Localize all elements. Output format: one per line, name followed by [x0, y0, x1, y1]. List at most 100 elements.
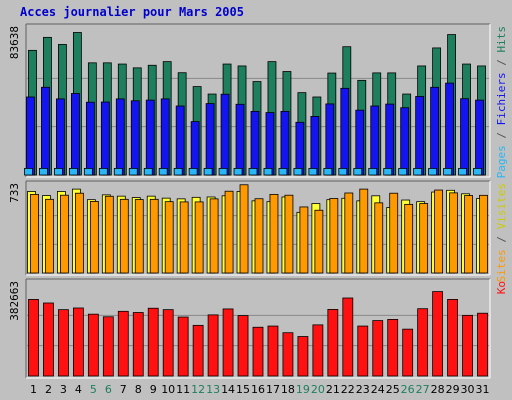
- panel-bottom-ymax-label: 382663: [8, 281, 21, 321]
- bar-sites: [239, 184, 249, 274]
- bar-pages: [248, 168, 258, 176]
- bar-ko: [312, 324, 324, 377]
- day-label: 23: [356, 383, 370, 396]
- bar-pages: [68, 168, 78, 176]
- bar-files: [445, 82, 454, 176]
- bar-ko: [162, 309, 174, 377]
- bar-pages: [83, 168, 93, 176]
- bar-pages: [143, 168, 153, 176]
- bar-files: [325, 103, 335, 176]
- bar-sites: [434, 189, 444, 274]
- bar-sites: [60, 194, 69, 274]
- day-label: 16: [251, 383, 265, 396]
- legend-entry: Fichiers: [495, 72, 508, 125]
- bar-ko: [147, 307, 159, 377]
- bar-ko: [117, 310, 129, 377]
- bar-files: [340, 87, 350, 176]
- bar-sites: [134, 199, 144, 274]
- bar-sites: [164, 201, 174, 274]
- bar-files: [370, 105, 380, 176]
- bar-ko: [72, 307, 84, 377]
- bar-ko: [297, 336, 309, 377]
- bar-ko: [267, 325, 279, 377]
- bar-files: [190, 121, 200, 176]
- day-label: 1: [30, 383, 37, 396]
- panel-bottom-bars: [28, 291, 488, 377]
- bar-pages: [338, 168, 348, 176]
- bar-sites: [104, 195, 114, 274]
- bar-files: [430, 86, 440, 176]
- day-label: 21: [326, 383, 340, 396]
- panel-top-legend: Pages / Fichiers / Hits: [495, 26, 508, 178]
- day-label: 4: [75, 383, 82, 396]
- bar-sites: [389, 192, 399, 274]
- bar-ko: [237, 315, 249, 377]
- day-label: 6: [105, 383, 112, 396]
- bar-sites: [479, 194, 488, 274]
- day-label: 11: [176, 383, 190, 396]
- bar-ko: [402, 328, 414, 377]
- bar-sites: [45, 198, 54, 274]
- bar-files: [295, 121, 305, 176]
- legend-entry: Sites: [495, 249, 508, 282]
- day-label: 10: [161, 383, 175, 396]
- day-label: 5: [90, 383, 97, 396]
- panel-bottom-legend: Ko: [495, 281, 508, 294]
- bar-ko: [43, 302, 54, 377]
- day-label: 8: [135, 383, 142, 396]
- bar-sites: [269, 193, 279, 274]
- bar-sites: [149, 198, 159, 274]
- day-label: 27: [416, 383, 430, 396]
- bar-pages: [443, 168, 452, 176]
- day-label: 30: [461, 383, 475, 396]
- bar-sites: [179, 201, 189, 274]
- bar-files: [265, 112, 275, 176]
- legend-entry: /: [495, 53, 508, 73]
- bar-pages: [98, 168, 108, 176]
- day-label: 9: [150, 383, 157, 396]
- day-label: 25: [386, 383, 400, 396]
- legend-entry: Ko: [495, 281, 508, 294]
- bar-files: [250, 110, 260, 176]
- day-label: 14: [221, 383, 235, 396]
- bar-ko: [252, 326, 264, 377]
- bar-files: [205, 103, 215, 176]
- bar-files: [41, 86, 50, 176]
- bar-pages: [383, 168, 393, 176]
- day-label: 24: [371, 383, 385, 396]
- bar-files: [70, 93, 80, 176]
- bar-sites: [419, 203, 429, 274]
- bar-ko: [102, 316, 114, 377]
- bar-pages: [413, 168, 423, 176]
- bar-sites: [89, 201, 99, 274]
- bar-ko: [207, 314, 219, 377]
- bar-files: [415, 96, 425, 176]
- chart-title: Acces journalier pour Mars 2005: [20, 5, 244, 19]
- bar-sites: [329, 198, 339, 274]
- bar-files: [85, 101, 95, 176]
- bar-sites: [194, 201, 204, 274]
- bar-ko: [177, 316, 189, 377]
- bar-pages: [128, 168, 138, 176]
- bar-files: [400, 107, 410, 176]
- panel-middle-legend: Sites / Visites: [495, 183, 508, 282]
- bar-files: [115, 98, 125, 176]
- bar-pages: [308, 168, 318, 176]
- legend-entry: /: [495, 229, 508, 249]
- bar-sites: [344, 192, 354, 274]
- bar-ko: [387, 319, 399, 377]
- bar-pages: [173, 168, 183, 176]
- bar-files: [385, 103, 395, 176]
- bar-pages: [353, 168, 363, 176]
- bar-ko: [222, 308, 234, 377]
- bar-ko: [432, 291, 444, 377]
- panel-bottom: 382663 Ko: [8, 278, 508, 379]
- bar-ko: [132, 312, 144, 377]
- bar-pages: [39, 168, 48, 176]
- bar-sites: [254, 198, 264, 274]
- day-label: 17: [266, 383, 280, 396]
- bar-sites: [404, 203, 414, 274]
- bar-ko: [462, 314, 473, 377]
- bar-ko: [282, 332, 294, 377]
